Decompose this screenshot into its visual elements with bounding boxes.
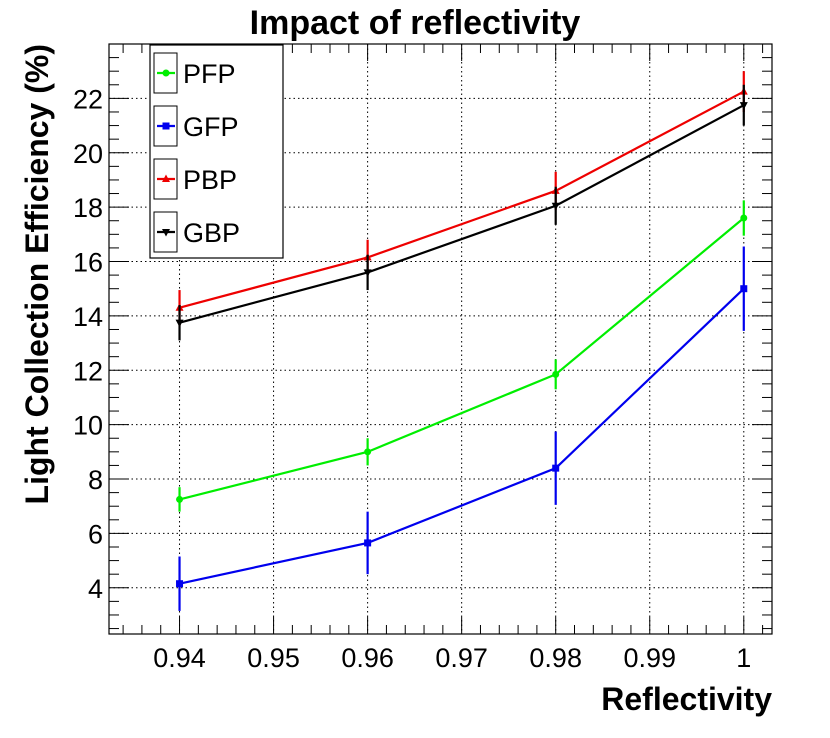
series-gbp <box>175 84 748 341</box>
x-tick-label: 0.96 <box>341 643 394 673</box>
series-layer <box>175 71 748 611</box>
legend-swatch-marker <box>162 69 170 77</box>
y-tick-label: 10 <box>73 411 103 441</box>
plot-frame <box>108 43 773 635</box>
x-tick-label: 0.97 <box>435 643 488 673</box>
y-tick-label: 14 <box>73 302 103 332</box>
data-point <box>551 202 560 211</box>
data-point <box>552 370 560 378</box>
x-tick-label: 0.99 <box>623 643 676 673</box>
x-tick-label: 0.94 <box>153 643 206 673</box>
legend-swatch-marker <box>162 229 170 237</box>
series-gfp <box>176 246 748 611</box>
legend-swatch-frame <box>153 211 178 253</box>
legend-entry-gbp: GBP <box>153 211 240 253</box>
y-tick-label: 8 <box>88 465 103 495</box>
data-point <box>175 319 184 328</box>
data-point <box>739 102 748 110</box>
y-tick-label: 16 <box>73 248 103 278</box>
legend-box <box>149 44 284 259</box>
data-point <box>740 285 748 293</box>
data-point <box>176 580 184 588</box>
legend-swatch-frame <box>153 105 178 147</box>
data-point <box>364 448 372 456</box>
series-line-gbp <box>179 104 745 324</box>
legend-label: GBP <box>183 218 240 248</box>
legend-label: PBP <box>183 165 237 195</box>
y-tick-label: 6 <box>88 519 103 549</box>
series-line-pbp <box>179 90 745 309</box>
x-axis-label: Reflectivity <box>601 681 772 717</box>
data-point <box>363 269 372 277</box>
legend-entry-gfp: GFP <box>153 105 239 147</box>
y-axis-label: Light Collection Efficiency (%) <box>19 44 55 504</box>
x-tick-label: 0.95 <box>247 643 300 673</box>
x-tick-label: 0.98 <box>529 643 582 673</box>
y-tick-label: 18 <box>73 193 103 223</box>
data-point <box>176 495 184 503</box>
data-point <box>740 214 748 222</box>
chart-title: Impact of reflectivity <box>250 4 581 42</box>
data-point <box>364 539 372 547</box>
axes: 0.94 0.95 0.96 0.97 0.98 0.99 1468101214161820… <box>73 43 772 673</box>
legend: PFP GFP PBP GBP <box>149 44 284 259</box>
legend-entry-pbp: PBP <box>153 158 237 200</box>
y-tick-label: 20 <box>73 139 103 169</box>
legend-label: GFP <box>183 112 239 142</box>
legend-swatch-frame <box>153 158 178 200</box>
legend-swatch-frame <box>153 52 178 94</box>
legend-swatch-marker <box>162 174 170 182</box>
y-tick-label: 4 <box>88 574 103 604</box>
y-tick-label: 12 <box>73 356 103 386</box>
legend-label: PFP <box>183 59 236 89</box>
data-point <box>552 464 560 472</box>
series-pfp <box>176 200 748 512</box>
series-line-gfp <box>179 287 745 585</box>
legend-entry-pfp: PFP <box>153 52 236 94</box>
series-line-pfp <box>179 217 745 501</box>
x-tick-label: 1 <box>736 643 751 673</box>
y-tick-label: 22 <box>73 84 103 114</box>
legend-swatch-marker <box>162 122 170 130</box>
